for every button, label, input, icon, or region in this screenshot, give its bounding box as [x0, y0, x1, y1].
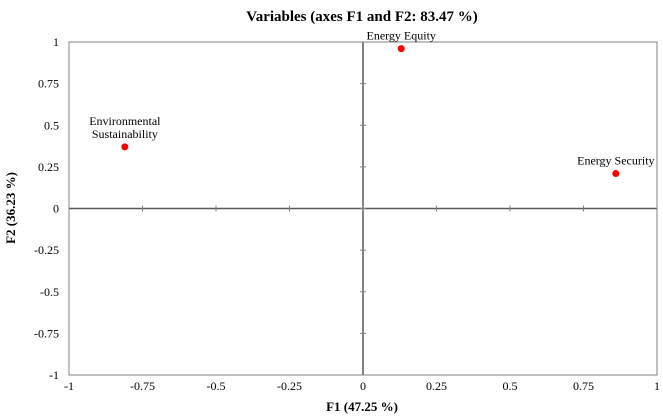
- x-tick-label: -0.75: [130, 379, 155, 393]
- y-tick-label: -1: [49, 368, 59, 382]
- y-tick-label: 1: [53, 35, 59, 49]
- x-tick-label: 0: [360, 379, 366, 393]
- y-tick-label: -0.5: [40, 285, 59, 299]
- x-axis-label: F1 (47.25 %): [326, 399, 398, 414]
- x-tick-label: 0.75: [573, 379, 594, 393]
- y-axis-label: F2 (36.23 %): [3, 172, 18, 244]
- y-tick-label: 0.75: [38, 77, 59, 91]
- x-tick-label: -0.25: [277, 379, 302, 393]
- y-tick-label: 0: [53, 202, 59, 216]
- y-tick-label: 0.5: [44, 118, 59, 132]
- y-tick-label: -0.25: [34, 243, 59, 257]
- data-point-label: Energy Equity: [367, 29, 436, 43]
- x-axis-ticks: -1 -0.75 -0.5 -0.25 0 0.25 0.5 0.75 1: [64, 205, 660, 393]
- y-axis-ticks: -1 -0.75 -0.5 -0.25 0 0.25 0.5 0.75 1: [34, 35, 366, 382]
- x-tick-label: 1: [654, 379, 660, 393]
- data-point: [612, 170, 620, 178]
- x-tick-label: -1: [64, 379, 74, 393]
- y-tick-label: 0.25: [38, 160, 59, 174]
- x-tick-label: 0.25: [426, 379, 447, 393]
- data-points: Energy Equity EnvironmentalSustainability…: [89, 29, 655, 178]
- data-point-label: Energy Security: [577, 154, 654, 168]
- x-tick-label: -0.5: [207, 379, 226, 393]
- y-tick-label: -0.75: [34, 326, 59, 340]
- x-tick-label: 0.5: [503, 379, 518, 393]
- data-point: [397, 45, 405, 53]
- data-point-label: Sustainability: [92, 127, 158, 141]
- chart-title: Variables (axes F1 and F2: 83.47 %): [246, 9, 478, 25]
- data-point-label: Environmental: [89, 114, 161, 128]
- data-point: [121, 143, 129, 151]
